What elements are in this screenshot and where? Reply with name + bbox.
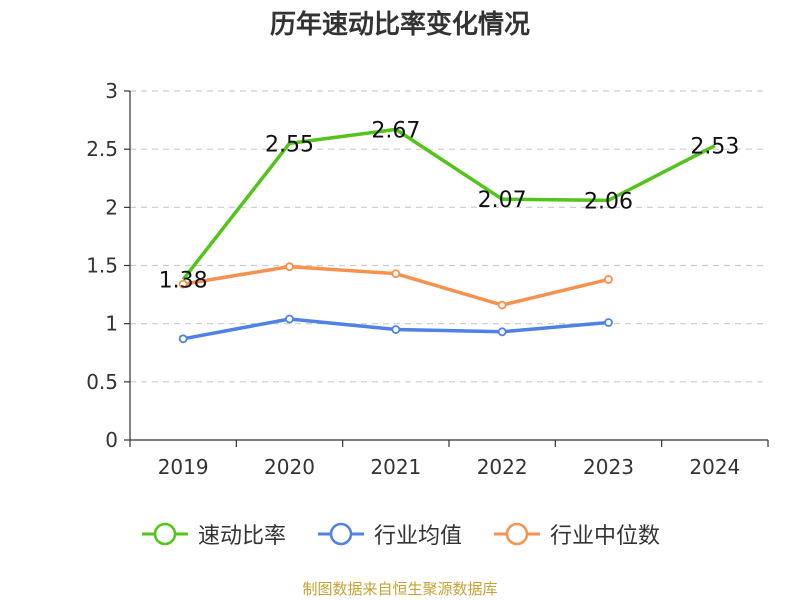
y-tick-label: 0 [105,428,118,452]
y-tick-label: 1 [105,312,118,336]
legend-item[interactable]: 行业均值 [316,518,462,550]
legend-line-circle-icon [494,522,540,546]
data-label: 2.07 [478,188,527,213]
source-note: 制图数据来自恒生聚源数据库 [302,580,498,598]
data-point [285,262,294,272]
data-point [604,318,613,327]
data-label: 2.06 [584,189,633,214]
legend: 速动比率 行业均值 行业中位数 [0,518,800,550]
y-tick-label: 1.5 [86,254,118,278]
data-point [497,327,507,337]
data-point [391,269,401,279]
series-line [181,127,716,281]
legend-label: 行业中位数 [550,524,661,549]
data-point [391,325,401,334]
legend-line-circle-icon [141,522,188,546]
data-point [285,314,294,324]
data-label: 2.67 [371,118,420,143]
data-point [604,275,613,284]
x-tick-label: 2022 [477,455,528,479]
legend-line-circle-icon [317,522,364,546]
data-label: 1.38 [159,268,208,293]
x-tick-label: 2024 [689,455,740,479]
y-tick-label: 2 [105,195,118,219]
chart-title: 历年速动比率变化情况 [269,10,530,40]
data-label: 2.53 [690,135,739,160]
data-point [178,334,188,344]
x-tick-label: 2021 [370,455,421,479]
legend-label: 行业均值 [373,524,462,549]
legend-item[interactable]: 行业中位数 [492,518,660,550]
y-tick-label: 3 [105,79,118,103]
y-tick-label: 2.5 [86,137,118,161]
x-tick-label: 2019 [158,455,209,479]
legend-label: 速动比率 [197,524,286,549]
data-point [178,279,188,289]
x-tick-label: 2023 [583,455,634,479]
legend-item[interactable]: 速动比率 [140,518,286,550]
data-label: 2.55 [265,132,314,157]
y-tick-label: 0.5 [86,370,118,394]
data-point [497,300,507,310]
x-tick-label: 2020 [264,455,315,479]
